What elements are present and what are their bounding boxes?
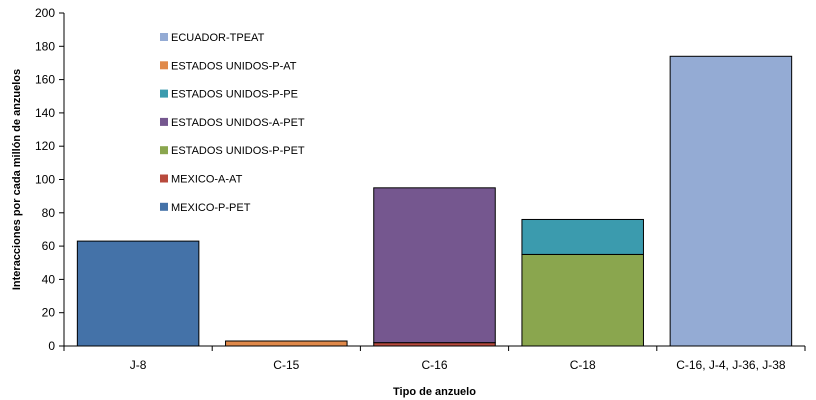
bar-segment <box>669 55 793 347</box>
legend-label: ESTADOS UNIDOS-P-AT <box>171 60 297 72</box>
y-tick-label: 0 <box>48 339 55 353</box>
legend-label: MEXICO-A-AT <box>171 174 243 186</box>
y-tick-label: 140 <box>35 106 55 120</box>
legend-label: ESTADOS UNIDOS-P-PE <box>171 89 298 101</box>
x-tick-label: C-16, J-4, J-36, J-38 <box>676 358 786 372</box>
x-axis-title: Tipo de anzuelo <box>393 386 476 398</box>
legend-label: ESTADOS UNIDOS-P-PET <box>171 145 305 157</box>
y-axis-title: Interacciones por cada millón de anzuelo… <box>11 69 23 290</box>
bars <box>76 55 793 347</box>
y-tick-label: 120 <box>35 139 55 153</box>
y-axis-ticks: 0 20 40 60 80 100 120 140 160 180 200 <box>35 6 64 353</box>
legend-label: ECUADOR-TPEAT <box>171 32 265 44</box>
x-tick-label: C-16 <box>421 358 447 372</box>
y-tick-label: 80 <box>42 206 56 220</box>
legend: ECUADOR-TPEAT ESTADOS UNIDOS-P-AT ESTADOS … <box>160 32 305 214</box>
x-tick-label: C-18 <box>570 358 596 372</box>
legend-swatch <box>160 89 168 98</box>
y-tick-label: 20 <box>42 306 56 320</box>
bar-segment <box>225 340 348 347</box>
bar-segment <box>373 187 496 344</box>
y-tick-label: 40 <box>42 272 56 286</box>
legend-label: ESTADOS UNIDOS-A-PET <box>171 117 305 129</box>
bar-segment <box>521 218 644 255</box>
axes <box>63 13 805 347</box>
x-tick-label: C-15 <box>273 358 299 372</box>
y-tick-label: 160 <box>35 73 55 87</box>
y-tick-label: 60 <box>42 239 56 253</box>
legend-label: MEXICO-P-PET <box>171 202 251 214</box>
x-axis-ticks: J-8 C-15 C-16 C-18 C-16, J-4, J-36, J-38 <box>63 346 806 372</box>
legend-swatch <box>160 146 168 155</box>
x-tick-label: J-8 <box>130 358 147 372</box>
legend-swatch <box>160 174 168 183</box>
y-tick-label: 200 <box>35 6 55 20</box>
legend-swatch <box>160 33 168 41</box>
y-tick-label: 180 <box>35 39 55 53</box>
legend-swatch <box>160 61 168 70</box>
legend-swatch <box>160 117 168 126</box>
y-tick-label: 100 <box>35 173 55 187</box>
legend-swatch <box>160 202 168 211</box>
bar-segment <box>521 253 644 347</box>
bar-segment <box>76 240 200 347</box>
